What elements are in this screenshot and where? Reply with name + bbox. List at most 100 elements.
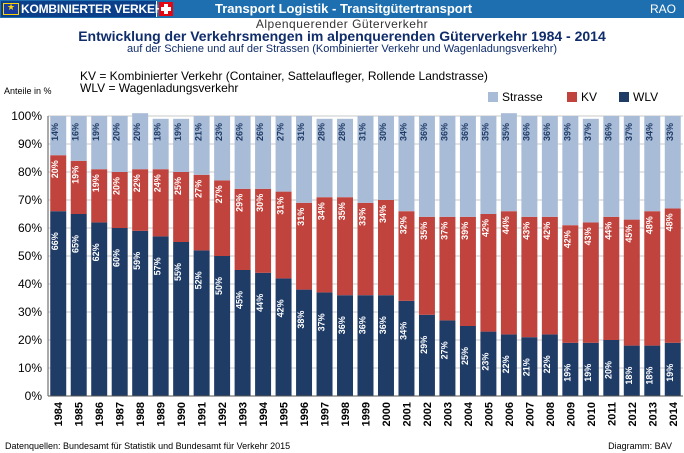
data-label: 33% <box>358 208 368 226</box>
bar-segment-wlv <box>603 340 620 396</box>
y-tick-label: 90% <box>18 137 42 151</box>
swiss-flag-icon <box>159 2 173 16</box>
bar-segment-kv <box>193 174 210 251</box>
chart-subtitle: auf der Schiene und auf der Strassen (Ko… <box>126 43 558 55</box>
bar-segment-wlv <box>623 345 640 396</box>
data-label: 19% <box>562 364 572 382</box>
data-label: 39% <box>562 123 572 141</box>
y-tick-label: 100% <box>11 109 42 123</box>
data-label: 37% <box>624 123 634 141</box>
bar-segment-strasse <box>500 113 517 212</box>
legend-swatch <box>567 92 577 102</box>
data-label: 42% <box>480 219 490 237</box>
bar-segment-wlv <box>480 331 497 396</box>
bar-segment-kv <box>644 211 661 346</box>
bar-segment-wlv <box>644 345 661 396</box>
x-tick-label: 2000 <box>381 402 393 426</box>
bar-segment-wlv <box>357 295 374 396</box>
bar-segment-strasse <box>623 116 640 220</box>
x-tick-label: 2011 <box>606 402 618 426</box>
data-label: 20% <box>112 177 122 195</box>
y-tick-label: 0% <box>25 389 43 403</box>
legend-swatch <box>619 92 629 102</box>
bar-segment-wlv <box>562 342 579 396</box>
bar-segment-strasse <box>214 116 231 181</box>
data-label: 37% <box>439 222 449 240</box>
bar-segment-strasse <box>50 116 67 156</box>
y-tick-label: 70% <box>18 193 42 207</box>
data-label: 27% <box>276 123 286 141</box>
bar-segment-strasse <box>377 116 394 200</box>
x-tick-label: 1986 <box>94 402 106 426</box>
bar-segment-kv <box>234 188 251 270</box>
x-tick-label: 2012 <box>627 402 639 426</box>
bar-segment-kv <box>377 200 394 296</box>
bar-segment-strasse <box>173 118 190 172</box>
data-label: 16% <box>71 123 81 141</box>
logo: KOMBINIERTER VERKEHR <box>1 1 172 17</box>
bar-segment-kv <box>50 155 67 212</box>
chart-title: Entwicklung der Verkehrsmengen im alpenq… <box>78 28 606 44</box>
data-label: 43% <box>583 227 593 245</box>
x-tick-label: 1990 <box>176 402 188 426</box>
data-label: 22% <box>132 174 142 192</box>
bar-segment-kv <box>316 197 333 293</box>
bar-segment-kv <box>459 216 476 326</box>
data-label: 60% <box>112 249 122 267</box>
bar-segment-strasse <box>439 116 456 217</box>
data-label: 30% <box>378 123 388 141</box>
data-label: 45% <box>235 291 245 309</box>
section-heading: Alpenquerender Güterverkehr <box>255 17 429 31</box>
data-label: 22% <box>542 355 552 373</box>
bar-segment-kv <box>296 202 313 290</box>
bar-segment-wlv <box>377 295 394 396</box>
data-label: 18% <box>624 367 634 385</box>
data-label: 18% <box>644 367 654 385</box>
data-label: 37% <box>317 313 327 331</box>
data-label: 36% <box>603 123 613 141</box>
data-label: 36% <box>337 316 347 334</box>
data-label: 27% <box>214 185 224 203</box>
bar-segment-wlv <box>459 326 476 396</box>
bar-segment-strasse <box>562 116 579 226</box>
bar-segment-kv <box>582 222 599 343</box>
bar-segment-wlv <box>50 211 67 396</box>
data-label: 31% <box>358 123 368 141</box>
data-label: 29% <box>419 336 429 354</box>
data-label: 19% <box>173 123 183 141</box>
data-label: 35% <box>480 123 490 141</box>
data-label: 20% <box>112 123 122 141</box>
bar-segment-wlv <box>70 214 87 396</box>
data-label: 20% <box>603 361 613 379</box>
data-label: 23% <box>480 353 490 371</box>
data-label: 19% <box>91 174 101 192</box>
x-tick-label: 2005 <box>483 402 495 426</box>
data-label: 48% <box>665 213 675 231</box>
x-tick-label: 1999 <box>361 402 373 426</box>
bar-segment-strasse <box>316 118 333 198</box>
x-tick-label: 2010 <box>586 402 598 426</box>
bar-segment-strasse <box>234 116 251 189</box>
data-label: 19% <box>71 166 81 184</box>
bar-segment-wlv <box>582 342 599 396</box>
y-tick-label: 80% <box>18 165 42 179</box>
bar-segment-strasse <box>664 116 681 209</box>
x-tick-label: 1989 <box>156 402 168 426</box>
data-label: 36% <box>521 123 531 141</box>
data-label: 18% <box>153 123 163 141</box>
x-tick-label: 1984 <box>53 401 65 426</box>
bar-segment-strasse <box>132 113 149 170</box>
bar-segment-strasse <box>398 116 415 212</box>
chart-credit: Diagramm: BAV <box>608 441 672 451</box>
x-tick-label: 1993 <box>238 402 250 426</box>
data-label: 44% <box>255 294 265 312</box>
x-tick-label: 2002 <box>422 402 434 426</box>
y-tick-label: 20% <box>18 333 42 347</box>
data-label: 36% <box>542 123 552 141</box>
data-label: 55% <box>173 263 183 281</box>
data-label: 66% <box>50 232 60 250</box>
data-label: 34% <box>398 123 408 141</box>
x-tick-label: 2003 <box>442 402 454 426</box>
data-label: 44% <box>603 222 613 240</box>
bar-segment-kv <box>521 216 538 338</box>
